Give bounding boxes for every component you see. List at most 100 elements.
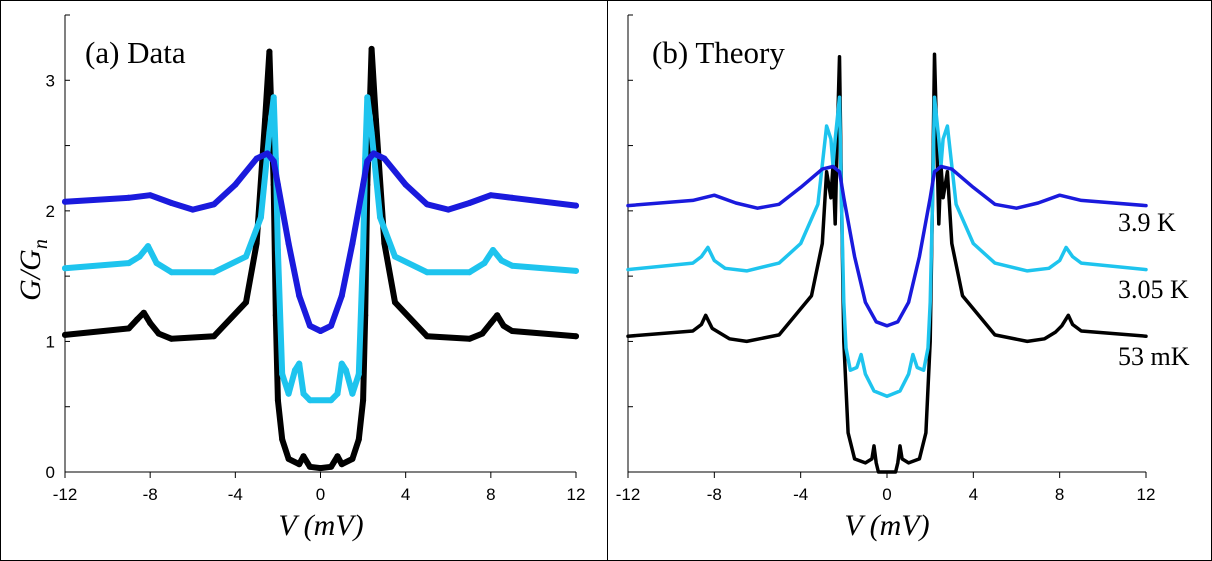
panel-a-data-point-3-05-k [285,390,292,397]
panel-a-data-point-3-05-k [343,367,349,374]
panel-a-data-point-3-05-k [211,269,217,276]
panel-a-data-point-3-9-k [349,240,356,247]
panel-a-data-point-53-mk [368,45,375,52]
panel-a-data-point-3-9-k [424,201,430,208]
panel-a-data-point-3-9-k [211,201,217,208]
panel-a-data-point-53-mk [211,333,217,340]
panel-a-data-point-3-9-k [285,240,292,247]
panel-b-series-line-3-9-k [626,164,1148,328]
panel-a-data-point-3-05-k [509,262,516,269]
panel-a-data-point-3-9-k [487,192,494,199]
panel-b-x-tick-label: 12 [1137,485,1156,504]
panel-a-data-point-3-9-k [445,206,452,213]
panel-a-data-point-53-mk [155,330,162,337]
panel-a-data-point-3-05-k [355,371,362,378]
panel-a-data-point-53-mk [125,325,132,332]
panel-a-data-point-53-mk [140,309,147,316]
panel-a-data-point-3-9-k [274,181,281,188]
panel-a-data-point-53-mk [262,116,269,123]
panel-a-data-point-3-9-k [317,328,324,334]
panel-b-series [626,52,1148,474]
panel-a-ylabel-sub: n [30,239,52,249]
panel-a-data-point-3-05-k [573,267,579,274]
panel-a-data-point-3-9-k [189,206,196,213]
panel-a-data-point-3-9-k [147,192,154,199]
panel-a-x-tick-label: -4 [228,485,243,504]
panel-a-data-point-3-05-k [62,265,68,272]
panel-a-data-point-3-9-k [264,150,271,157]
panel-a-data-point-3-05-k [360,247,367,253]
panel-a-data-point-53-mk [349,455,356,462]
panel-a-x-tick-label: 0 [316,485,325,504]
panel-a-data-point-3-05-k [498,257,505,264]
panel-a-data-point-3-9-k [232,181,239,188]
panel-a-data-point-3-9-k [360,181,367,188]
panel-a-data-point-3-05-k [168,269,175,276]
panel-a-data-point-3-05-k [377,214,384,221]
panel-a-data-point-3-05-k [392,253,398,260]
panel-a-title: (a) Data [85,35,186,70]
panel-b-x-tick-label: 4 [969,485,978,504]
panel-a-data-point-3-05-k [334,390,341,397]
panel-a-data-point-3-9-k [270,158,277,165]
panel-a-data-point-3-05-k [136,253,143,260]
panel-a-data-point-3-05-k [481,260,488,267]
panel-a-data-point-3-05-k [300,390,307,397]
panel-a-xlabel: V (mV) [278,509,363,542]
panel-a-data-point-53-mk [266,48,273,55]
panel-a-data-point-53-mk [355,436,362,443]
panel-b: -12 -8 -4 0 4 8 12 (b) Theory V (mV) 3.9 K 3.0… [616,14,1190,542]
panel-a-data-point-3-9-k [466,200,473,206]
panel-a-data-point-53-mk [392,299,398,306]
panel-a-data-point-53-mk [274,397,281,404]
panel-a-series-line-3-05-k [62,94,579,404]
panel-a-data-point-53-mk [243,299,249,306]
panel-b-x-tick-label: 8 [1055,485,1064,504]
panel-a-data-point-53-mk [466,335,473,342]
panel-a-data-point-3-05-k [153,260,160,267]
panel-a-data-point-3-9-k [381,155,388,162]
panel-a-data-point-3-05-k [257,214,264,221]
panel-a-data-point-3-05-k [243,253,249,260]
panel-a-data-point-3-9-k [328,322,335,329]
panel-a-data-point-53-mk [168,335,175,342]
panel-a-data-point-3-05-k [328,397,335,404]
panel-a-data-point-53-mk [147,320,154,327]
panel-b-x-tick-label: -4 [793,485,808,504]
panel-a-data-point-3-05-k [266,129,273,136]
panel-a-data-point-53-mk [479,330,486,337]
panel-a-data-point-53-mk [285,455,292,462]
panel-a-data-point-3-05-k [125,260,132,267]
panel-a-x-tick-label: 4 [401,485,410,504]
panel-a-data-point-53-mk [328,463,335,470]
panel-a-data-point-3-05-k [338,360,345,367]
panel-a-data-point-53-mk [424,333,430,340]
panel-a-data-point-53-mk [306,463,313,470]
panel-a-data-point-3-9-k [402,181,409,188]
panel-a-data-point-53-mk [500,322,507,329]
panel-a-data-point-53-mk [334,453,341,460]
panel-a-data-point-3-9-k [253,155,260,162]
panel-a-data-point-3-05-k [274,247,281,253]
panel-a-data-point-3-9-k [509,194,516,201]
panel-a-data-point-3-9-k [364,158,371,165]
panel-a-ylabel-main: G/G [14,249,47,301]
panel-a-series [62,45,579,472]
panel-a-data-point-3-05-k [424,269,430,276]
panel-a-data-point-53-mk [494,312,501,319]
panel-a-data-point-3-9-k [573,202,579,209]
panel-a-ylabel: G/Gn [14,239,52,301]
panel-a-data-point-53-mk [300,453,307,460]
panel-a-data-point-53-mk [62,331,68,338]
panel-a-data-point-3-9-k [338,292,345,299]
panel-a-data-point-53-mk [360,397,367,404]
panel-b-x-tick-label: -8 [707,485,722,504]
panel-a-y-tick-label: 0 [46,463,55,482]
panel-a-data-point-53-mk [296,461,303,468]
panel-a-x-tick-label: -8 [143,485,158,504]
panel-b-x-tick-label: -12 [616,485,641,504]
panel-a-data-point-3-05-k [368,129,375,136]
panel-a-data-point-3-05-k [270,94,277,101]
